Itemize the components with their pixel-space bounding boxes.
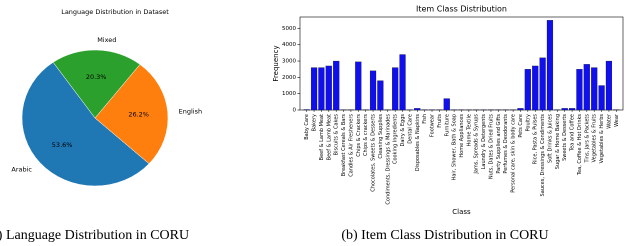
bar <box>443 98 450 111</box>
bar <box>325 65 332 111</box>
bar <box>561 108 568 111</box>
x-tick-label: Vegetables & Fruits <box>592 114 598 163</box>
x-tick-label: Tea and Coffee <box>570 114 576 152</box>
plot-frame <box>299 16 624 111</box>
x-tick-label: Furniture <box>444 114 450 136</box>
bar <box>546 20 554 111</box>
x-tick-label: Party Supplies and Gifts <box>496 114 502 174</box>
y-tick-label: 4000 <box>282 42 296 48</box>
y-tick-label: 1000 <box>282 91 296 97</box>
chart-title: Item Class Distribution <box>416 5 507 14</box>
slice-label: Mixed <box>97 36 116 44</box>
slice-value-label: 26.2% <box>128 111 149 119</box>
bar <box>569 108 576 111</box>
x-tick-label: Home Appliances <box>459 114 465 158</box>
y-tick-label: 2000 <box>282 75 296 81</box>
x-tick-label: Sauces, Dressings & Condiments <box>540 114 546 197</box>
x-tick-label: Condiments, Dressings & Marinades <box>385 114 391 205</box>
slice-label: English <box>179 107 202 115</box>
slice-label: Arabic <box>11 166 32 174</box>
x-tick-label: Rice, Pasta & Pulses <box>533 114 539 165</box>
x-tick-label: Chips & crackers <box>363 114 369 156</box>
y-tick-label: 3000 <box>282 59 296 65</box>
x-tick-label: Water <box>606 113 612 129</box>
x-tick-label: Cleaning Supplies <box>378 114 384 159</box>
x-tick-label: Vegetables & Herbs <box>599 114 605 164</box>
x-tick-label: Bakery <box>312 114 318 131</box>
x-tick-label: Sweets & Desserts <box>562 114 568 161</box>
bar <box>310 67 318 111</box>
x-tick-label: Dental Care <box>407 114 413 144</box>
bar <box>333 60 340 111</box>
x-tick-label: Baby Care <box>304 114 310 140</box>
x-tick-label: Dairy & Eggs <box>400 114 406 147</box>
x-tick-label: Personal care, skin & body care <box>511 114 517 193</box>
bar <box>369 70 377 111</box>
x-axis-label: Class <box>452 208 471 216</box>
x-tick-label: Chocolates, Sweets & Desserts <box>371 114 377 192</box>
x-tick-label: Sugar & Home Baking <box>555 114 561 169</box>
bar <box>517 108 524 111</box>
x-tick-label: Beef & Lamb Meat <box>319 114 325 160</box>
bar <box>318 67 325 111</box>
x-tick-label: Candles & Air Fresheners <box>348 114 354 177</box>
y-axis-label: Frequency <box>272 45 280 81</box>
x-tick-label: Fish <box>422 114 428 124</box>
slice-value-label: 20.3% <box>86 73 107 81</box>
x-tick-label: Home Textile <box>466 114 472 146</box>
bar <box>605 60 613 111</box>
x-tick-label: Chips & Crackers <box>356 114 362 157</box>
x-tick-label: Jams, Spreads & Syrups <box>474 114 480 175</box>
x-tick-label: Poultry <box>525 114 531 131</box>
caption: (a) Language Distribution in CORU <box>0 228 189 243</box>
x-tick-label: Beef & Lamb Meat <box>326 114 332 160</box>
x-tick-label: Wear <box>614 113 620 127</box>
chart-title: Language Distribution in Dataset <box>61 8 169 16</box>
bar <box>414 108 421 111</box>
bar <box>399 54 406 111</box>
x-tick-label: Breakfast Cereals & Bars <box>341 114 347 177</box>
x-tick-label: Nuts, Dates & Dried Fruits <box>488 114 494 180</box>
x-tick-label: Biscuits & Cakes <box>334 114 340 156</box>
bar <box>532 65 539 111</box>
x-tick-label: Hair, Shower, Bath & Soap <box>452 114 458 180</box>
slice-value-label: 53.6% <box>52 141 73 149</box>
x-tick-label: Cooking Ingredients <box>393 114 399 164</box>
x-tick-label: Pets Care <box>518 114 524 138</box>
bar <box>392 67 399 111</box>
pie-slice <box>21 61 150 187</box>
pie-slice <box>94 64 169 165</box>
caption: (b) Item Class Distribution in CORU <box>341 228 548 243</box>
x-tick-label: Soft Drinks & Juices <box>547 114 553 163</box>
x-tick-label: Fruits <box>437 114 443 128</box>
bar <box>583 64 590 111</box>
x-tick-label: Perfumes & Deodorants <box>503 114 509 174</box>
y-tick-label: 5000 <box>282 26 296 32</box>
bar <box>524 69 531 111</box>
x-tick-label: Disposables & Napkins <box>415 114 421 171</box>
x-tick-label: Laundry & Detergents <box>481 114 487 170</box>
bar <box>598 85 605 111</box>
pie-slice <box>52 49 141 119</box>
x-tick-label: Footwear <box>430 113 436 137</box>
bar <box>377 80 384 111</box>
bar <box>576 69 583 111</box>
bar <box>539 57 546 111</box>
x-tick-label: Tea, Coffee & Hot Drinks <box>577 114 583 176</box>
bar <box>591 67 598 111</box>
bar <box>355 61 362 111</box>
y-tick-label: 0 <box>293 108 297 114</box>
x-tick-label: Tins, Jars & Packets <box>584 114 590 164</box>
